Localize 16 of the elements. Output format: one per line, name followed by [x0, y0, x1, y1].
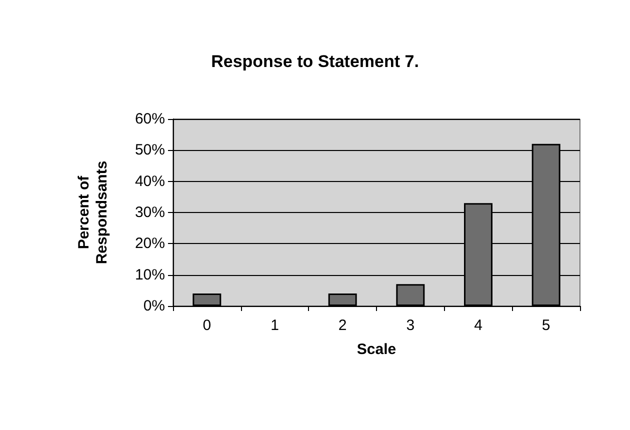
- chart-title: Response to Statement 7.: [211, 52, 419, 71]
- y-tick-label: 10%: [134, 266, 165, 284]
- y-tick-label: 50%: [134, 142, 165, 159]
- x-tick-label: 4: [474, 317, 482, 334]
- y-axis-title: Percent of Respondsants: [76, 160, 110, 264]
- y-tick-label: 30%: [134, 204, 165, 221]
- x-tick-label: 5: [542, 317, 550, 334]
- y-tick-label: 0%: [143, 298, 165, 314]
- x-axis-title: Scale: [356, 341, 396, 358]
- y-tick-label: 60%: [134, 110, 165, 128]
- x-tick-label: 0: [202, 317, 212, 334]
- x-tick-label: 1: [270, 317, 279, 334]
- x-tick-label: 3: [406, 317, 415, 334]
- y-tick-label: 40%: [134, 172, 165, 190]
- y-tick-label: 20%: [134, 235, 165, 252]
- x-tick-label: 2: [338, 317, 347, 334]
